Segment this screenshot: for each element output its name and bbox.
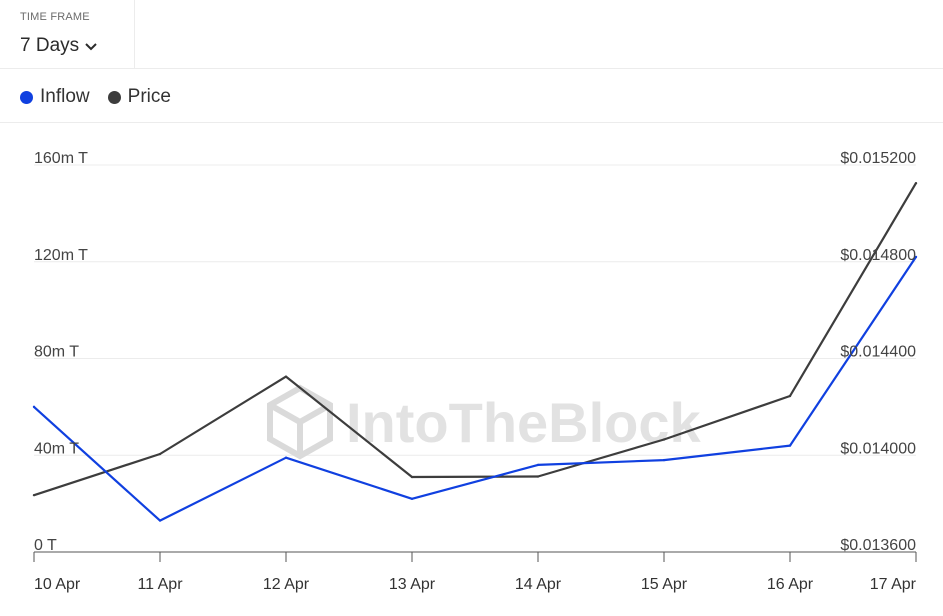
y-left-tick-label: 0 T bbox=[34, 537, 57, 554]
legend-label-inflow: Inflow bbox=[40, 86, 90, 107]
chevron-down-icon bbox=[85, 35, 97, 57]
series-line-price bbox=[33, 182, 917, 497]
timeframe-dropdown[interactable]: TIME FRAME 7 Days bbox=[0, 0, 135, 68]
data-point-inflow bbox=[536, 463, 540, 467]
y-left-tick-label: 80m T bbox=[34, 344, 79, 361]
x-tick-label: 16 Apr bbox=[767, 576, 814, 593]
y-right-tick-label: $0.015200 bbox=[840, 150, 916, 167]
y-left-tick-label: 160m T bbox=[34, 150, 88, 167]
header-divider bbox=[0, 68, 943, 69]
x-tick-label: 12 Apr bbox=[263, 576, 310, 593]
watermark-text: IntoTheBlock bbox=[346, 391, 702, 454]
data-point-price bbox=[410, 475, 414, 479]
x-tick-label: 11 Apr bbox=[137, 576, 183, 593]
x-tick-label: 14 Apr bbox=[515, 576, 562, 593]
y-right-tick-label: $0.014000 bbox=[840, 440, 916, 457]
watermark-logo-icon bbox=[267, 384, 333, 460]
legend-item-inflow[interactable]: Inflow bbox=[20, 86, 90, 108]
y-right-tick-label: $0.014400 bbox=[840, 344, 916, 361]
x-tick-label: 10 Apr bbox=[34, 576, 81, 593]
y-right-tick-label: $0.013600 bbox=[840, 537, 916, 554]
data-point-price bbox=[662, 438, 666, 441]
chart-legend: Inflow Price bbox=[20, 84, 189, 110]
legend-dot-price bbox=[107, 90, 121, 104]
data-point-price bbox=[158, 452, 162, 456]
data-point-inflow bbox=[410, 497, 414, 500]
timeframe-label: TIME FRAME bbox=[20, 11, 90, 23]
data-point-inflow bbox=[662, 458, 666, 462]
data-point-inflow bbox=[284, 456, 288, 459]
data-point-price bbox=[788, 394, 792, 398]
x-tick-label: 13 Apr bbox=[389, 576, 436, 593]
legend-divider bbox=[0, 122, 943, 123]
y-right-tick-label: $0.014800 bbox=[840, 247, 916, 264]
data-point-inflow bbox=[914, 255, 918, 259]
x-tick-label: 15 Apr bbox=[641, 576, 688, 593]
timeframe-select[interactable]: 7 Days bbox=[20, 35, 97, 57]
data-point-inflow bbox=[788, 444, 792, 447]
x-tick-label: 17 Apr bbox=[870, 576, 917, 593]
y-left-tick-label: 120m T bbox=[34, 247, 88, 264]
watermark: IntoTheBlock bbox=[267, 384, 702, 460]
data-point-price bbox=[32, 493, 36, 497]
timeframe-value: 7 Days bbox=[20, 35, 80, 56]
legend-label-price: Price bbox=[127, 86, 171, 107]
data-point-inflow bbox=[32, 405, 36, 409]
data-point-price bbox=[536, 475, 540, 478]
data-point-inflow bbox=[158, 519, 162, 522]
data-point-price bbox=[914, 181, 918, 185]
legend-dot-inflow bbox=[20, 90, 33, 104]
y-left-tick-label: 40m T bbox=[34, 440, 79, 457]
data-point-price bbox=[284, 375, 288, 378]
series-line-inflow bbox=[33, 256, 917, 522]
legend-item-price[interactable]: Price bbox=[107, 86, 171, 108]
